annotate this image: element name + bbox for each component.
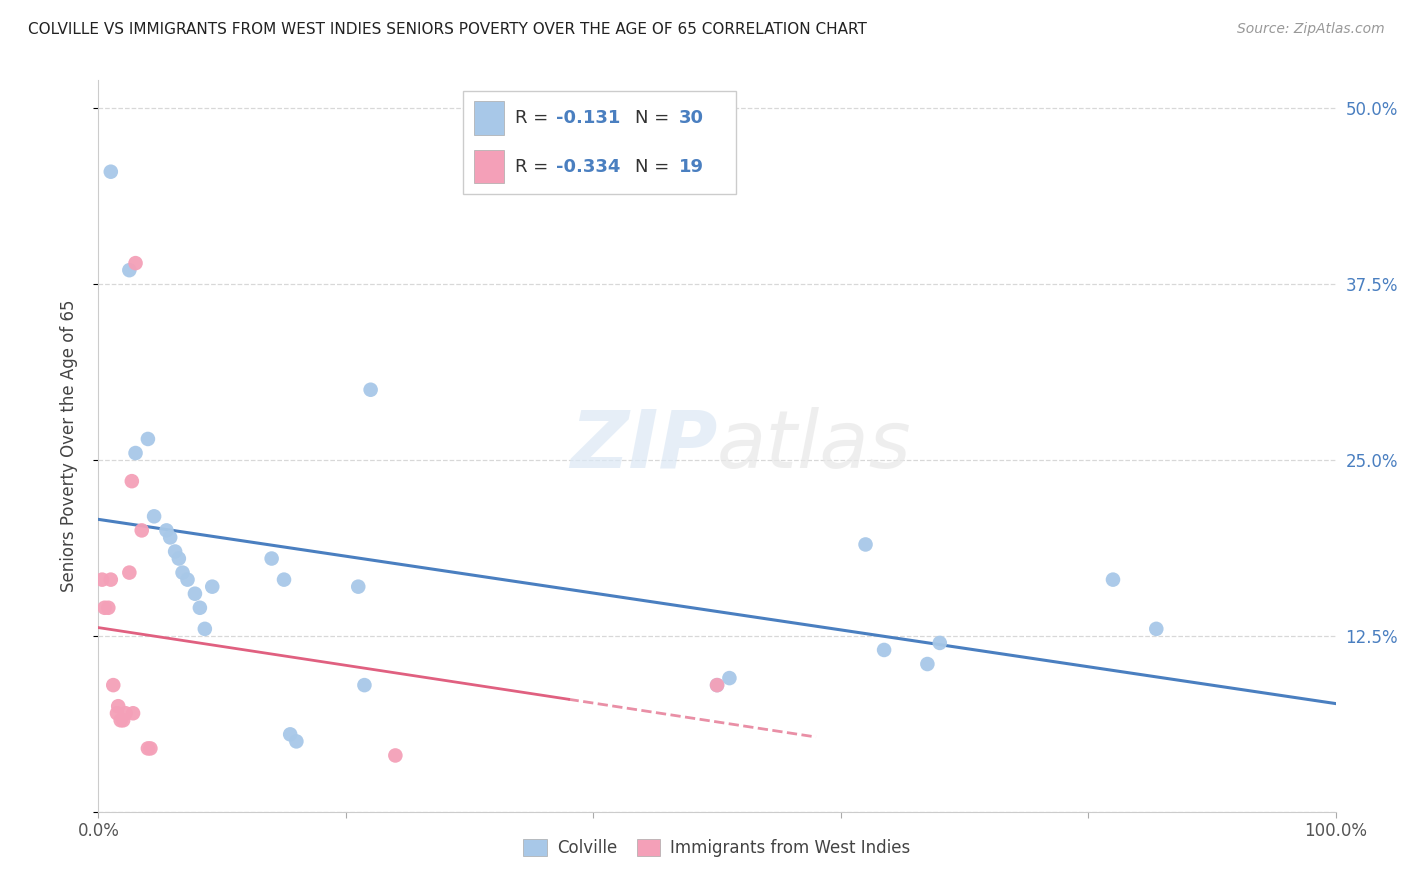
Point [347,580,370,594]
Point [136,432,159,446]
Point [188,600,211,615]
Point [353,678,375,692]
Text: Source: ZipAtlas.com: Source: ZipAtlas.com [1237,22,1385,37]
Point [114,706,136,721]
Point [124,256,146,270]
Point [131,524,153,538]
Point [122,706,145,721]
Point [118,566,141,580]
Point [139,741,162,756]
Point [706,678,728,692]
Point [285,734,308,748]
Point [159,530,181,544]
Point [360,383,382,397]
Point [97,600,120,615]
Point [176,573,198,587]
Point [100,165,122,179]
Point [100,573,122,587]
Point [91,573,114,587]
Point [93,600,115,615]
Point [103,678,125,692]
Point [194,622,217,636]
Legend: Colville, Immigrants from West Indies: Colville, Immigrants from West Indies [515,830,920,865]
Point [278,727,301,741]
Point [155,524,177,538]
Point [110,714,132,728]
Text: ZIP: ZIP [569,407,717,485]
Point [121,474,143,488]
Point [105,706,128,721]
Point [136,741,159,756]
Text: atlas: atlas [717,407,912,485]
Point [107,699,129,714]
Point [384,748,406,763]
Point [928,636,950,650]
Point [273,573,295,587]
Point [873,643,896,657]
Point [201,580,224,594]
Point [260,551,283,566]
Text: COLVILLE VS IMMIGRANTS FROM WEST INDIES SENIORS POVERTY OVER THE AGE OF 65 CORRE: COLVILLE VS IMMIGRANTS FROM WEST INDIES … [28,22,868,37]
Point [143,509,166,524]
Point [1144,622,1167,636]
Point [1102,573,1125,587]
Point [124,446,146,460]
Point [184,587,207,601]
Point [167,551,190,566]
Point [172,566,194,580]
Y-axis label: Seniors Poverty Over the Age of 65: Seniors Poverty Over the Age of 65 [59,300,77,592]
Point [118,263,141,277]
Point [165,544,187,558]
Point [112,714,135,728]
Point [855,537,877,551]
Point [718,671,741,685]
Point [917,657,939,671]
Point [706,678,728,692]
